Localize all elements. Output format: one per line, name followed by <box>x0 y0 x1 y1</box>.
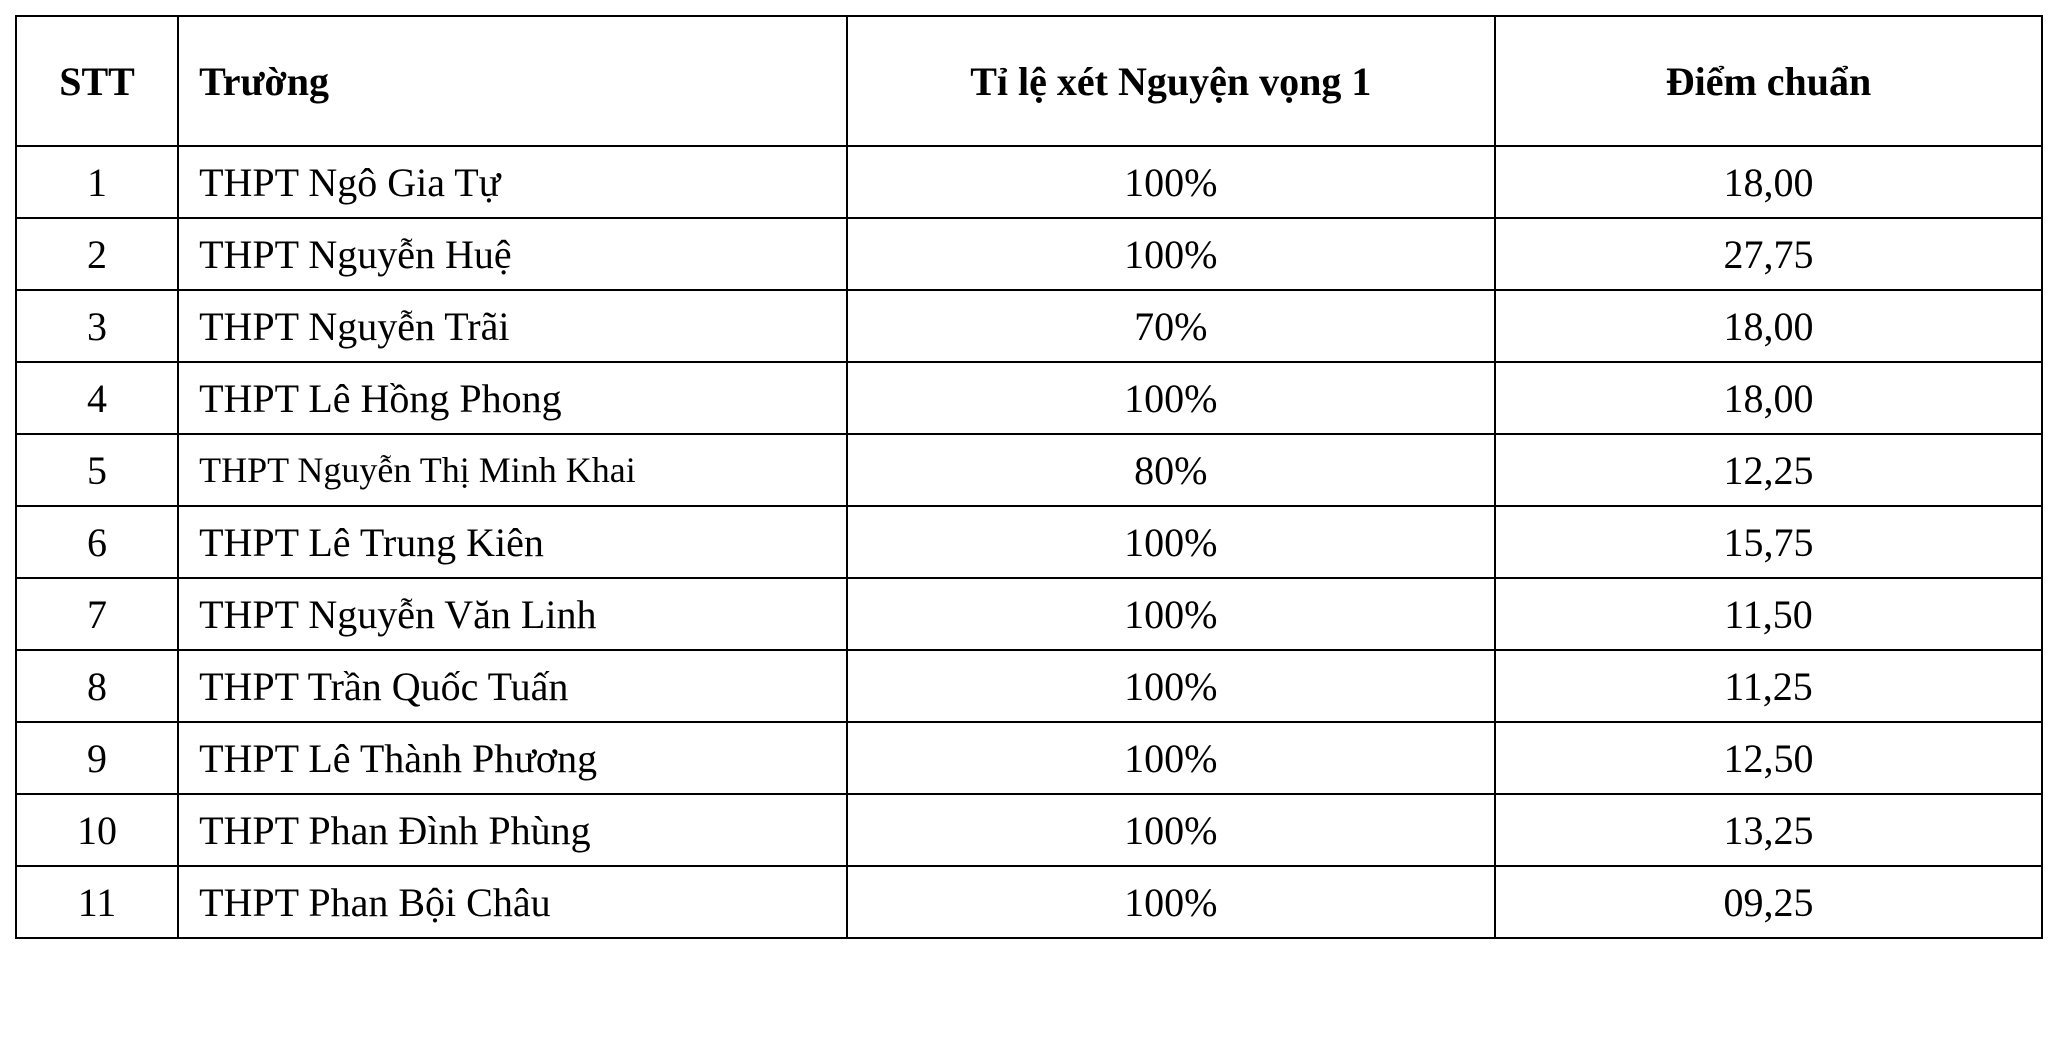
table-row: 2THPT Nguyễn Huệ100%27,75 <box>16 218 2042 290</box>
cell-stt: 4 <box>16 362 178 434</box>
cell-score: 09,25 <box>1495 866 2042 938</box>
scores-table: STT Trường Tỉ lệ xét Nguyện vọng 1 Điểm … <box>15 15 2043 939</box>
cell-score: 11,50 <box>1495 578 2042 650</box>
cell-school: THPT Nguyễn Văn Linh <box>178 578 847 650</box>
table-row: 4THPT Lê Hồng Phong100%18,00 <box>16 362 2042 434</box>
table-header: STT Trường Tỉ lệ xét Nguyện vọng 1 Điểm … <box>16 16 2042 146</box>
cell-rate: 100% <box>847 362 1495 434</box>
table-row: 11THPT Phan Bội Châu100%09,25 <box>16 866 2042 938</box>
cell-stt: 9 <box>16 722 178 794</box>
table-row: 6THPT Lê Trung Kiên100%15,75 <box>16 506 2042 578</box>
cell-rate: 100% <box>847 506 1495 578</box>
table-row: 7THPT Nguyễn Văn Linh100%11,50 <box>16 578 2042 650</box>
cell-rate: 100% <box>847 794 1495 866</box>
cell-stt: 1 <box>16 146 178 218</box>
cell-school: THPT Nguyễn Trãi <box>178 290 847 362</box>
cell-stt: 3 <box>16 290 178 362</box>
table-row: 10THPT Phan Đình Phùng100%13,25 <box>16 794 2042 866</box>
header-stt: STT <box>16 16 178 146</box>
cell-rate: 100% <box>847 218 1495 290</box>
cell-rate: 100% <box>847 722 1495 794</box>
cell-rate: 80% <box>847 434 1495 506</box>
cell-score: 27,75 <box>1495 218 2042 290</box>
cell-school: THPT Phan Đình Phùng <box>178 794 847 866</box>
table-row: 3THPT Nguyễn Trãi70%18,00 <box>16 290 2042 362</box>
table-row: 9THPT Lê Thành Phương100%12,50 <box>16 722 2042 794</box>
cell-score: 15,75 <box>1495 506 2042 578</box>
cell-score: 18,00 <box>1495 290 2042 362</box>
cell-school: THPT Nguyễn Thị Minh Khai <box>178 434 847 506</box>
header-school: Trường <box>178 16 847 146</box>
header-rate: Tỉ lệ xét Nguyện vọng 1 <box>847 16 1495 146</box>
cell-stt: 11 <box>16 866 178 938</box>
cell-school: THPT Phan Bội Châu <box>178 866 847 938</box>
table-row: 8THPT Trần Quốc Tuấn100%11,25 <box>16 650 2042 722</box>
table-body: 1THPT Ngô Gia Tự100%18,002THPT Nguyễn Hu… <box>16 146 2042 938</box>
header-score: Điểm chuẩn <box>1495 16 2042 146</box>
cell-stt: 10 <box>16 794 178 866</box>
cell-score: 18,00 <box>1495 362 2042 434</box>
table-row: 5THPT Nguyễn Thị Minh Khai80%12,25 <box>16 434 2042 506</box>
cell-school: THPT Lê Thành Phương <box>178 722 847 794</box>
cell-score: 13,25 <box>1495 794 2042 866</box>
cell-stt: 6 <box>16 506 178 578</box>
cell-school: THPT Lê Hồng Phong <box>178 362 847 434</box>
table-row: 1THPT Ngô Gia Tự100%18,00 <box>16 146 2042 218</box>
cell-stt: 5 <box>16 434 178 506</box>
cell-school: THPT Ngô Gia Tự <box>178 146 847 218</box>
cell-score: 11,25 <box>1495 650 2042 722</box>
cell-stt: 8 <box>16 650 178 722</box>
cell-rate: 100% <box>847 650 1495 722</box>
cell-score: 12,25 <box>1495 434 2042 506</box>
cell-rate: 100% <box>847 866 1495 938</box>
cell-score: 18,00 <box>1495 146 2042 218</box>
cell-rate: 100% <box>847 146 1495 218</box>
header-row: STT Trường Tỉ lệ xét Nguyện vọng 1 Điểm … <box>16 16 2042 146</box>
cell-rate: 70% <box>847 290 1495 362</box>
cell-stt: 7 <box>16 578 178 650</box>
cell-school: THPT Lê Trung Kiên <box>178 506 847 578</box>
cell-stt: 2 <box>16 218 178 290</box>
cell-rate: 100% <box>847 578 1495 650</box>
cell-school: THPT Nguyễn Huệ <box>178 218 847 290</box>
cell-score: 12,50 <box>1495 722 2042 794</box>
cell-school: THPT Trần Quốc Tuấn <box>178 650 847 722</box>
